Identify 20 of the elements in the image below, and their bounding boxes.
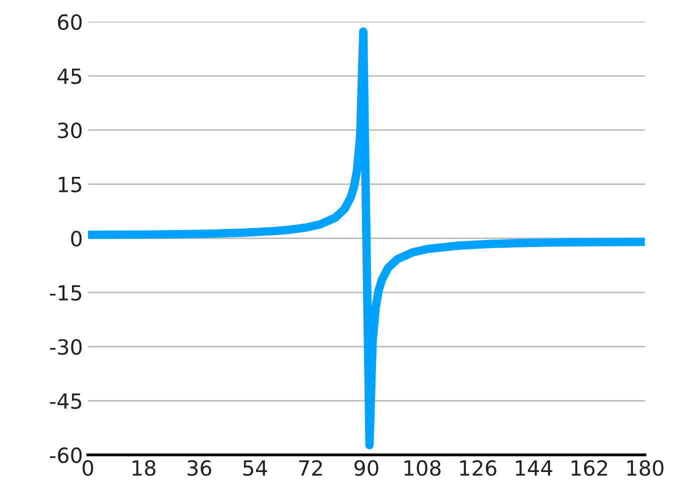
x-tick-label: 0 <box>82 460 94 476</box>
y-tick-label: -15 <box>50 285 82 301</box>
y-tick-label: 45 <box>58 68 82 84</box>
y-tick-label: 15 <box>58 176 82 192</box>
y-tick-label: 60 <box>58 14 82 30</box>
x-tick-label: 144 <box>516 460 552 476</box>
y-tick-label: -30 <box>50 339 82 355</box>
x-tick-label: 90 <box>354 460 378 476</box>
x-tick-label: 126 <box>460 460 496 476</box>
y-tick-label: 30 <box>58 122 82 138</box>
x-tick-label: 180 <box>627 460 664 476</box>
y-tick-label: 0 <box>71 230 82 247</box>
y-tick-label: -45 <box>50 393 82 409</box>
y-tick-label: -60 <box>50 447 82 464</box>
x-tick-label: 108 <box>404 460 441 476</box>
x-tick-label: 162 <box>572 460 607 476</box>
x-tick-label: 72 <box>299 460 322 476</box>
x-tick-label: 18 <box>132 460 156 476</box>
x-tick-label: 36 <box>188 460 212 476</box>
x-tick-label: 54 <box>243 460 268 476</box>
